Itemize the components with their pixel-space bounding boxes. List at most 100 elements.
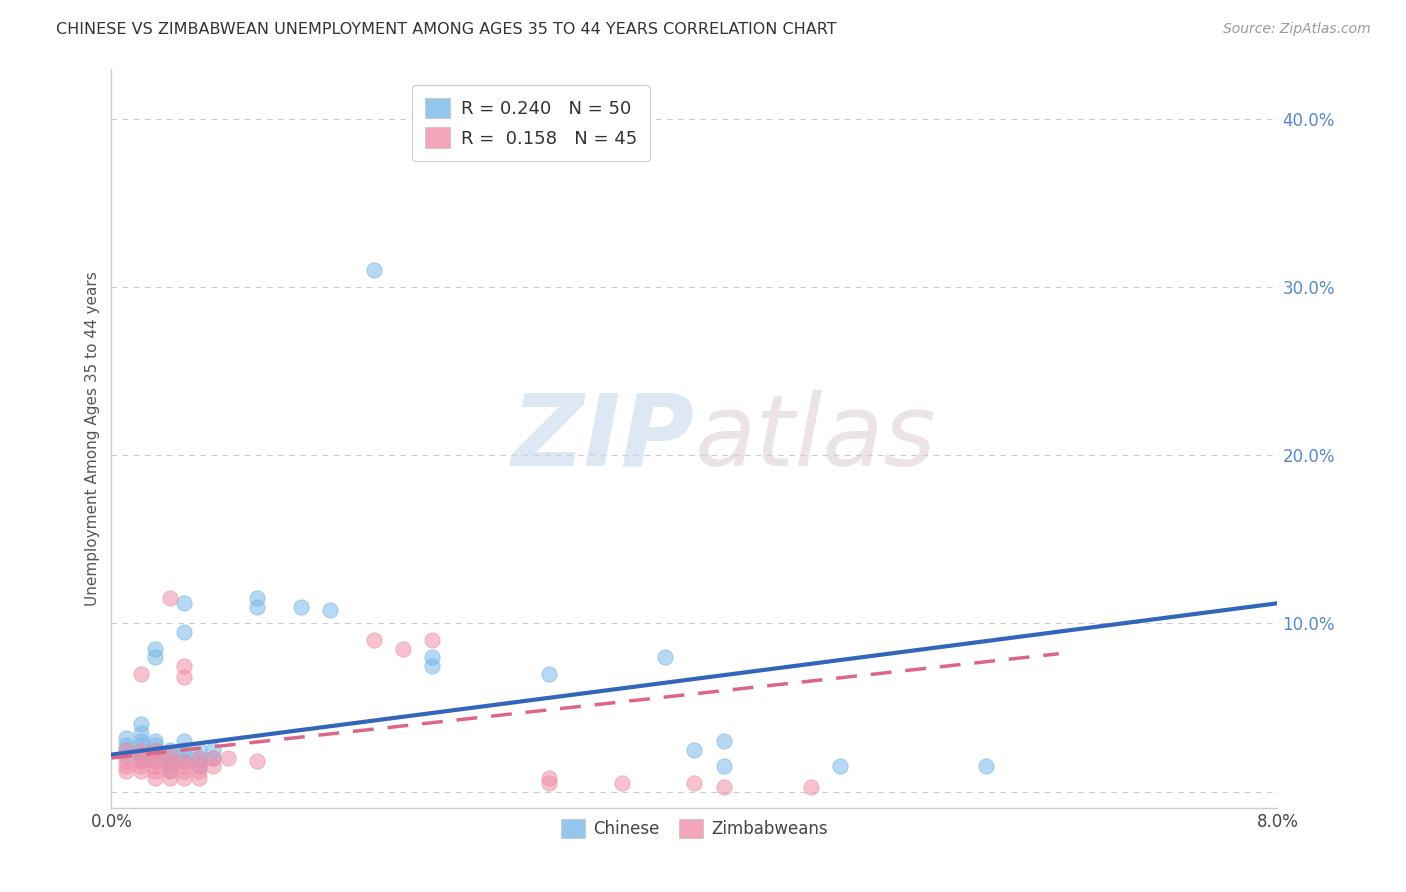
Point: [143, 759, 166, 773]
Point: [202, 742, 225, 756]
Point: [187, 751, 209, 765]
Point: [159, 755, 181, 769]
Point: [129, 742, 152, 756]
Text: atlas: atlas: [695, 390, 936, 487]
Point: [246, 599, 269, 614]
Point: [363, 633, 385, 648]
Legend: Chinese, Zimbabweans: Chinese, Zimbabweans: [554, 812, 834, 845]
Point: [129, 764, 152, 779]
Point: [173, 755, 195, 769]
Point: [713, 780, 735, 794]
Point: [713, 734, 735, 748]
Point: [173, 764, 195, 779]
Point: [159, 764, 181, 779]
Point: [129, 725, 152, 739]
Point: [187, 771, 209, 785]
Point: [246, 591, 269, 606]
Point: [202, 759, 225, 773]
Point: [129, 759, 152, 773]
Point: [115, 764, 138, 779]
Point: [143, 650, 166, 665]
Point: [115, 755, 138, 769]
Point: [187, 759, 209, 773]
Point: [143, 747, 166, 762]
Point: [159, 759, 181, 773]
Point: [129, 734, 152, 748]
Point: [129, 667, 152, 681]
Point: [713, 759, 735, 773]
Point: [129, 751, 152, 765]
Point: [115, 747, 138, 762]
Point: [129, 717, 152, 731]
Point: [159, 759, 181, 773]
Point: [159, 755, 181, 769]
Point: [363, 263, 385, 277]
Point: [537, 771, 560, 785]
Point: [143, 755, 166, 769]
Point: [115, 738, 138, 752]
Point: [159, 742, 181, 756]
Point: [173, 734, 195, 748]
Point: [143, 734, 166, 748]
Point: [187, 759, 209, 773]
Point: [173, 658, 195, 673]
Point: [800, 780, 823, 794]
Point: [202, 751, 225, 765]
Point: [217, 751, 239, 765]
Point: [173, 755, 195, 769]
Point: [974, 759, 997, 773]
Point: [683, 742, 706, 756]
Point: [420, 633, 443, 648]
Point: [420, 650, 443, 665]
Point: [654, 650, 676, 665]
Point: [129, 755, 152, 769]
Point: [290, 599, 312, 614]
Point: [143, 764, 166, 779]
Y-axis label: Unemployment Among Ages 35 to 44 years: Unemployment Among Ages 35 to 44 years: [86, 271, 100, 606]
Point: [129, 747, 152, 762]
Point: [420, 658, 443, 673]
Point: [173, 771, 195, 785]
Text: ZIP: ZIP: [512, 390, 695, 487]
Point: [115, 742, 138, 756]
Point: [537, 776, 560, 790]
Point: [319, 603, 342, 617]
Point: [143, 641, 166, 656]
Point: [537, 667, 560, 681]
Point: [129, 738, 152, 752]
Point: [159, 747, 181, 762]
Point: [129, 747, 152, 762]
Point: [173, 759, 195, 773]
Point: [129, 742, 152, 756]
Point: [173, 624, 195, 639]
Point: [392, 641, 415, 656]
Point: [159, 771, 181, 785]
Point: [683, 776, 706, 790]
Point: [129, 755, 152, 769]
Point: [143, 742, 166, 756]
Point: [187, 764, 209, 779]
Point: [115, 731, 138, 745]
Text: Source: ZipAtlas.com: Source: ZipAtlas.com: [1223, 22, 1371, 37]
Point: [143, 755, 166, 769]
Point: [115, 759, 138, 773]
Point: [246, 755, 269, 769]
Point: [159, 764, 181, 779]
Point: [115, 742, 138, 756]
Text: CHINESE VS ZIMBABWEAN UNEMPLOYMENT AMONG AGES 35 TO 44 YEARS CORRELATION CHART: CHINESE VS ZIMBABWEAN UNEMPLOYMENT AMONG…: [56, 22, 837, 37]
Point: [143, 771, 166, 785]
Point: [143, 742, 166, 756]
Point: [173, 747, 195, 762]
Point: [159, 591, 181, 606]
Point: [173, 742, 195, 756]
Point: [610, 776, 633, 790]
Point: [187, 751, 209, 765]
Point: [202, 751, 225, 765]
Point: [143, 747, 166, 762]
Point: [187, 742, 209, 756]
Point: [159, 747, 181, 762]
Point: [173, 670, 195, 684]
Point: [830, 759, 852, 773]
Point: [187, 755, 209, 769]
Point: [173, 596, 195, 610]
